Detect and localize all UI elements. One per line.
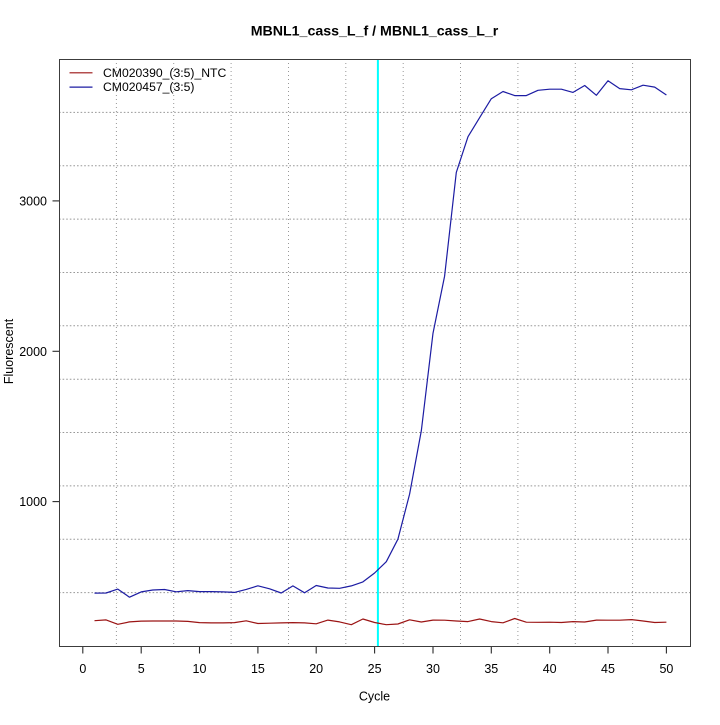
svg-text:CM020457_(3:5): CM020457_(3:5) — [103, 80, 194, 94]
svg-text:5: 5 — [138, 662, 145, 676]
svg-text:3000: 3000 — [19, 194, 47, 208]
svg-text:30: 30 — [426, 662, 440, 676]
svg-text:0: 0 — [79, 662, 86, 676]
svg-text:20: 20 — [309, 662, 323, 676]
svg-text:35: 35 — [484, 662, 498, 676]
svg-text:2000: 2000 — [19, 345, 47, 359]
svg-text:40: 40 — [543, 662, 557, 676]
svg-text:45: 45 — [601, 662, 615, 676]
svg-text:1000: 1000 — [19, 495, 47, 509]
svg-text:CM020390_(3:5)_NTC: CM020390_(3:5)_NTC — [103, 66, 226, 80]
svg-text:15: 15 — [251, 662, 265, 676]
svg-text:MBNL1_cass_L_f / MBNL1_cass_L_: MBNL1_cass_L_f / MBNL1_cass_L_r — [251, 24, 499, 40]
svg-text:50: 50 — [659, 662, 673, 676]
svg-text:Fluorescent: Fluorescent — [2, 318, 16, 384]
svg-text:Cycle: Cycle — [359, 690, 390, 704]
svg-text:25: 25 — [368, 662, 382, 676]
svg-text:10: 10 — [193, 662, 207, 676]
